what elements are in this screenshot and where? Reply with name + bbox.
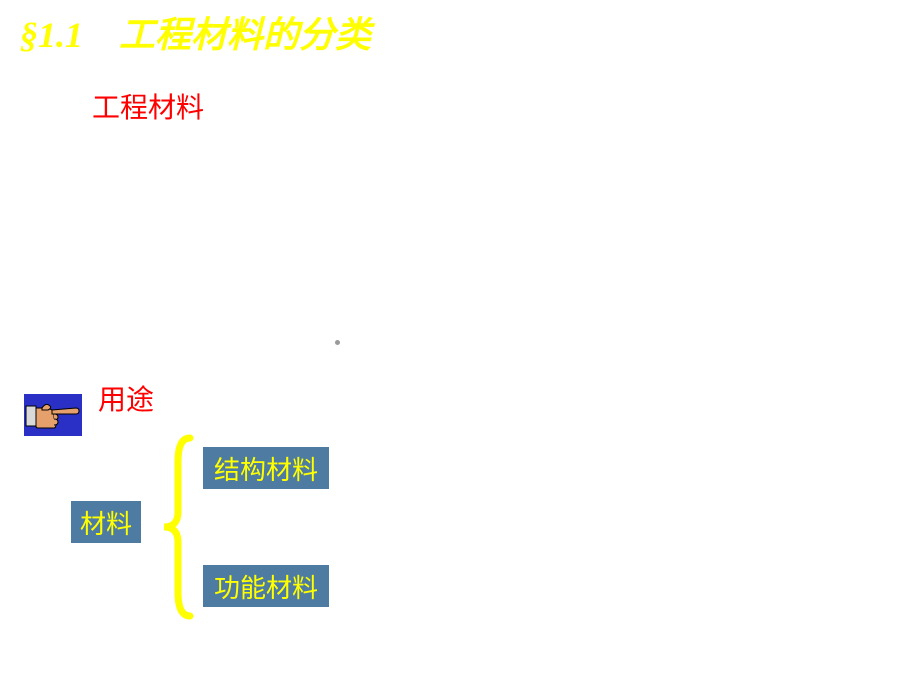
bullet-dot (335, 340, 340, 345)
title-text: 工程材料的分类 (119, 15, 371, 55)
node-material: 材料 (70, 500, 142, 544)
node-material-label: 材料 (80, 504, 132, 541)
slide-title: §1.1 工程材料的分类 (20, 6, 371, 58)
node-structural-material-label: 结构材料 (214, 450, 318, 487)
node-functional-material-label: 功能材料 (214, 568, 318, 605)
node-functional-material: 功能材料 (202, 564, 330, 608)
heading-usage: 用途 (98, 378, 154, 418)
brace-icon (158, 434, 194, 620)
pointing-hand-icon (24, 394, 82, 436)
node-structural-material: 结构材料 (202, 446, 330, 490)
heading-engineering-materials: 工程材料 (92, 86, 204, 126)
title-prefix: §1.1 (20, 15, 83, 55)
